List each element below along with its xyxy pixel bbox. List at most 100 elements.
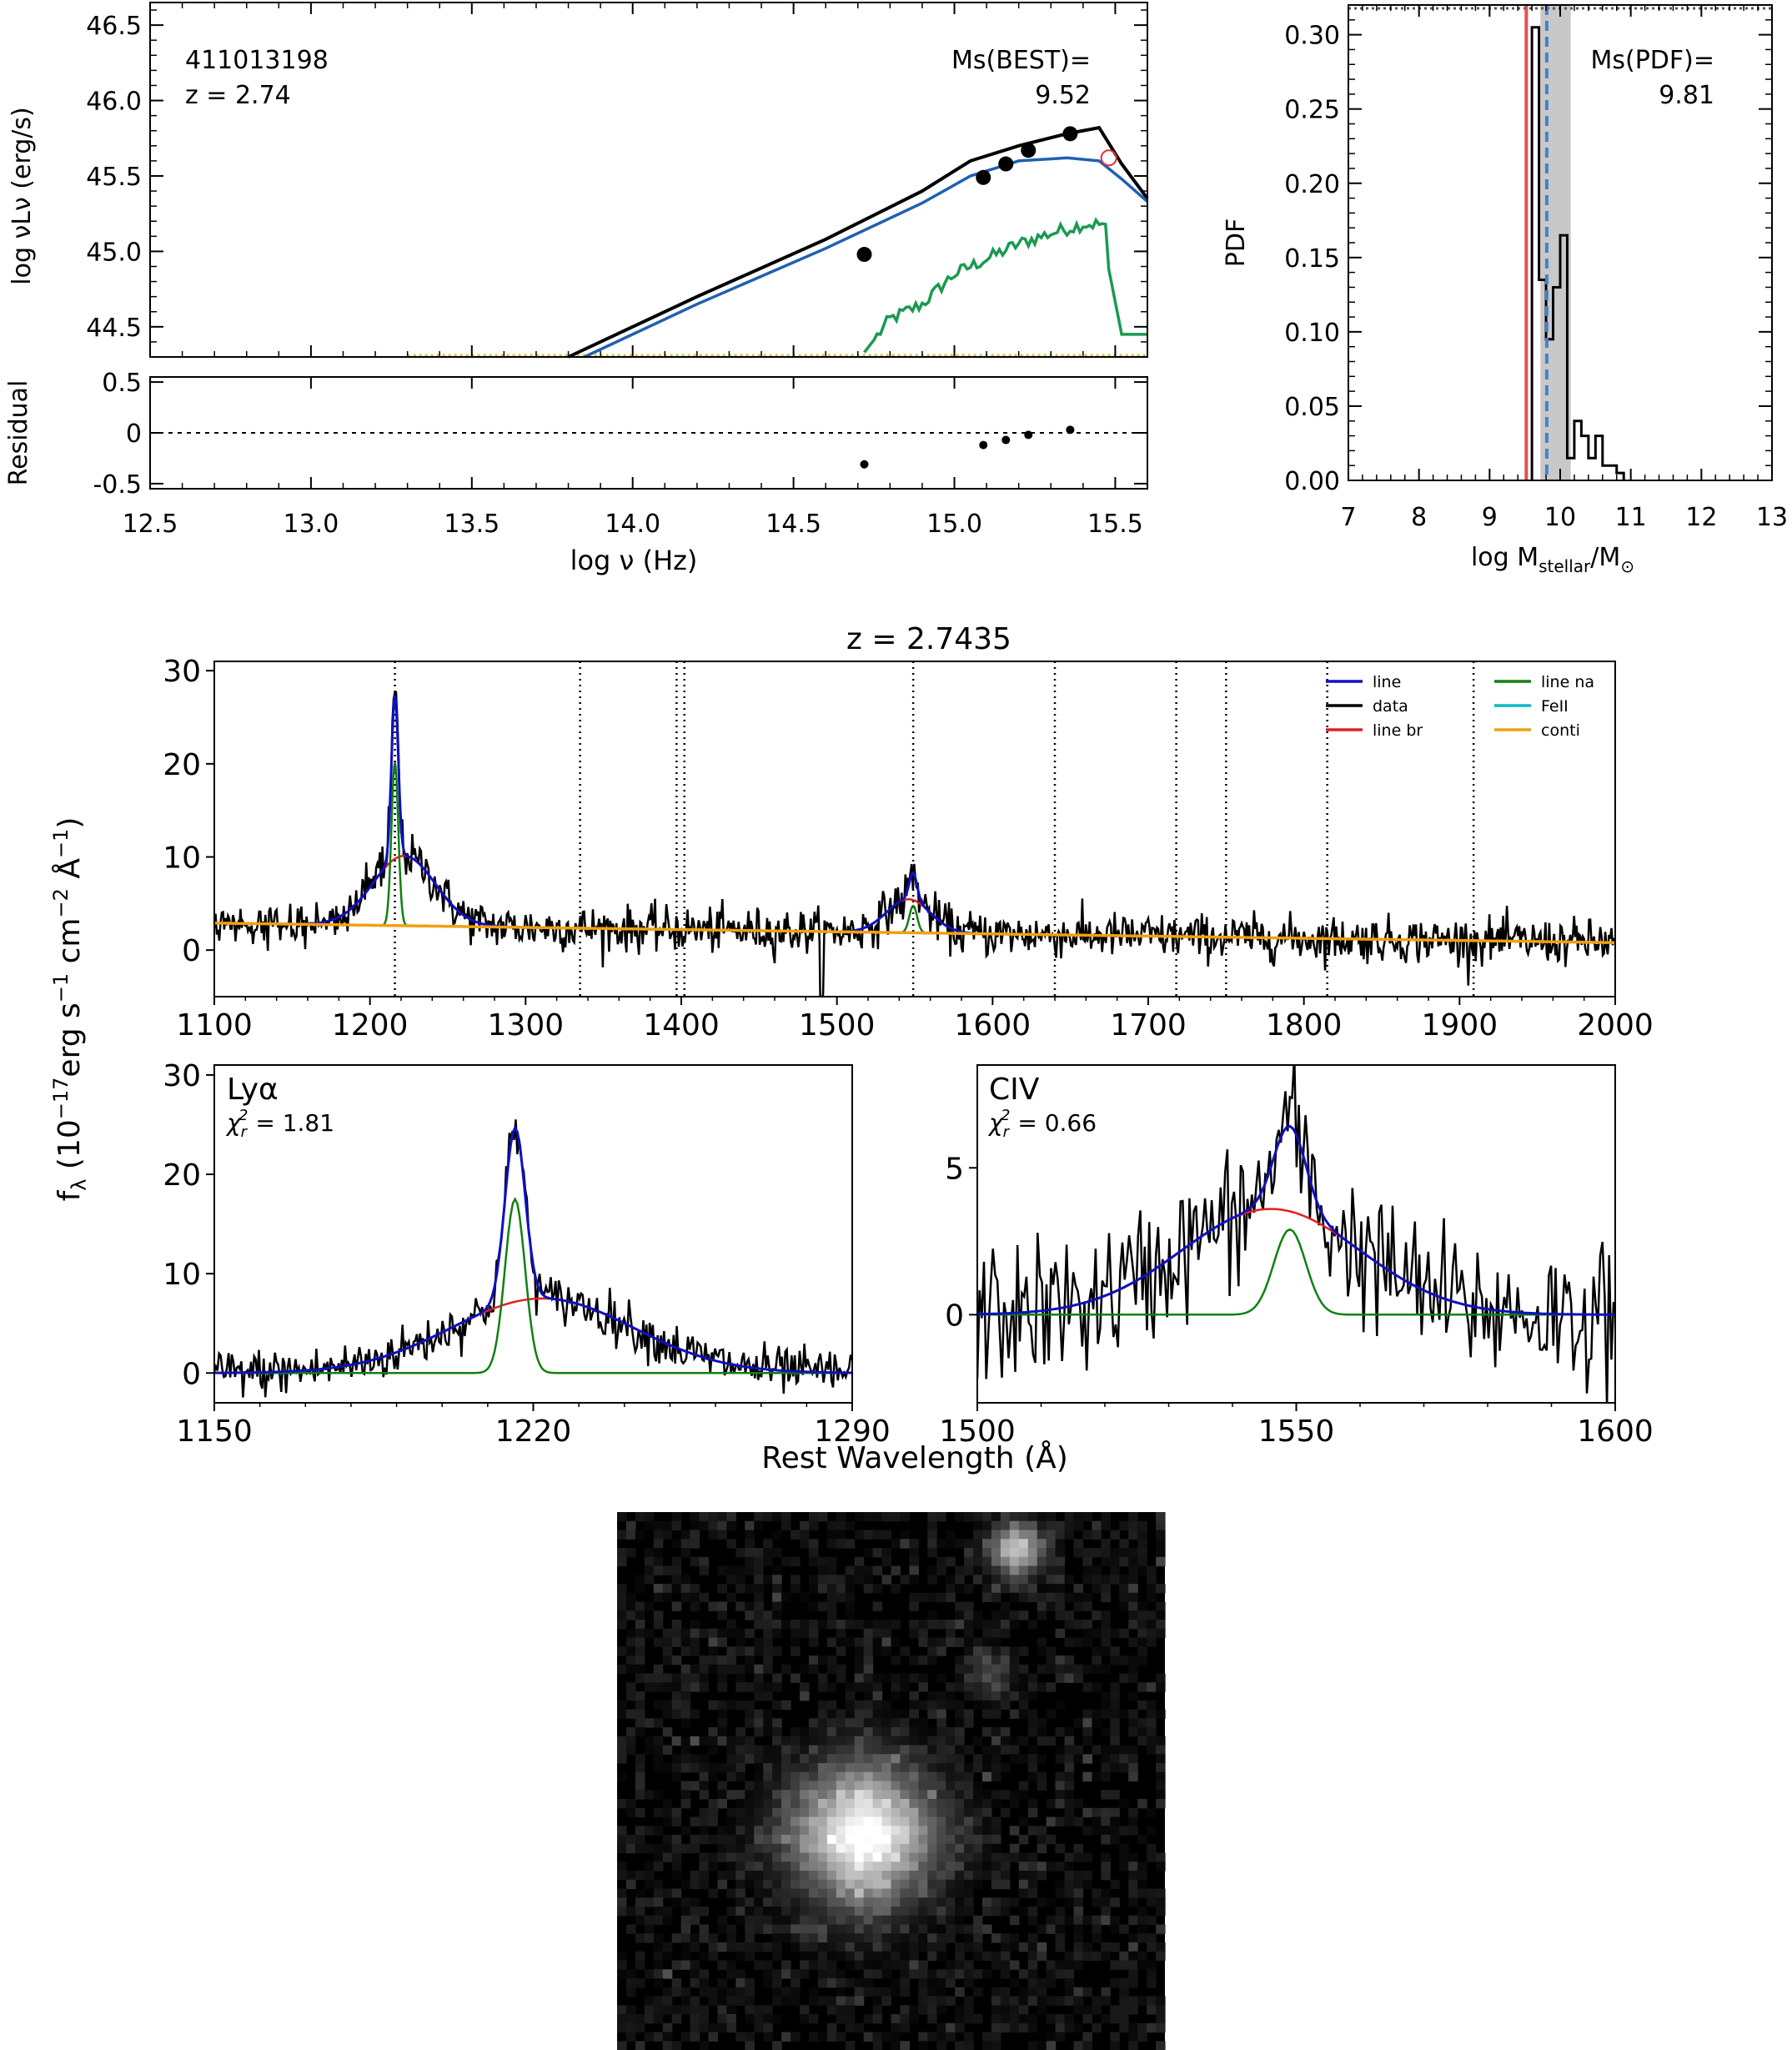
cutout-pixel (1037, 1592, 1047, 1603)
sed-ytick-label: 44.5 (86, 314, 142, 343)
cutout-pixel (800, 1951, 810, 1962)
cutout-pixel (1156, 2014, 1166, 2024)
cutout-pixel (946, 1754, 956, 1764)
cutout-pixel (872, 1763, 883, 1773)
cutout-pixel (964, 1664, 974, 1675)
cutout-pixel (726, 1826, 736, 1836)
cutout-pixel (1037, 1978, 1047, 1988)
cutout-pixel (836, 1996, 846, 2006)
spectrum-ytick-label: 30 (163, 655, 201, 689)
cutout-pixel (991, 1656, 1001, 1666)
cutout-pixel (735, 1996, 745, 2006)
cutout-pixel (973, 1871, 983, 1881)
cutout-pixel (1128, 1871, 1138, 1881)
cutout-pixel (881, 1512, 892, 1522)
cutout-pixel (817, 1745, 828, 1755)
cutout-pixel (1037, 1575, 1047, 1585)
cutout-pixel (772, 2014, 782, 2024)
cutout-pixel (946, 1745, 956, 1755)
cutout-pixel (845, 1843, 856, 1854)
cutout-pixel (973, 1843, 983, 1854)
cutout-pixel (936, 1924, 946, 1934)
cutout-pixel (617, 1835, 627, 1845)
cutout-pixel (845, 1592, 856, 1603)
cutout-pixel (1092, 1745, 1102, 1755)
cutout-pixel (1037, 1736, 1047, 1746)
cutout-pixel (1137, 1601, 1147, 1611)
cutout-pixel (991, 1907, 1001, 1917)
cutout-pixel (982, 2041, 992, 2050)
cutout-pixel (863, 1835, 874, 1845)
cutout-pixel (717, 1628, 727, 1639)
cutout-pixel (1128, 1530, 1138, 1540)
cutout-pixel (791, 1987, 801, 1997)
cutout-pixel (991, 2014, 1001, 2024)
pdf-content (1348, 5, 1772, 480)
cutout-pixel (808, 1987, 819, 1997)
cutout-pixel (671, 1691, 682, 1701)
cutout-pixel (644, 2005, 655, 2015)
cutout-pixel (690, 1897, 700, 1907)
cutout-pixel (708, 1996, 719, 2006)
cutout-pixel (1110, 1763, 1120, 1773)
cutout-pixel (872, 1628, 883, 1639)
cutout-pixel (635, 1871, 645, 1881)
cutout-pixel (946, 1933, 956, 1943)
cutout-pixel (735, 1727, 745, 1737)
cutout-pixel (955, 1601, 965, 1611)
cutout-pixel (1101, 1664, 1111, 1675)
cutout-pixel (699, 1951, 710, 1962)
cutout-pixel (635, 1646, 645, 1656)
cutout-pixel (1110, 1826, 1120, 1836)
cutout-pixel (726, 1933, 736, 1943)
cutout-pixel (854, 1790, 865, 1800)
cutout-pixel (1018, 1871, 1029, 1881)
cutout-pixel (808, 1897, 819, 1907)
cutout-pixel (1092, 1807, 1102, 1818)
cutout-pixel (946, 1897, 956, 1907)
cutout-pixel (745, 2032, 755, 2042)
cutout-pixel (717, 1565, 727, 1575)
cutout-pixel (1137, 1727, 1147, 1737)
cutout-pixel (717, 1790, 727, 1800)
cutout-pixel (863, 1628, 874, 1639)
cutout-pixel (881, 1700, 892, 1711)
cutout-pixel (1110, 1924, 1120, 1934)
cutout-pixel (1027, 1799, 1038, 1809)
spectrum-xtick-label: 1900 (1422, 1008, 1498, 1043)
cutout-pixel (982, 1512, 992, 1522)
cutout-pixel (1137, 1915, 1147, 1926)
cutout-pixel (763, 1888, 773, 1898)
cutout-pixel (1073, 2022, 1084, 2033)
cutout-pixel (726, 1924, 736, 1934)
cutout-pixel (1110, 2032, 1120, 2042)
cutout-pixel (644, 1628, 655, 1639)
cutout-pixel (772, 1826, 782, 1836)
cutout-pixel (936, 1763, 946, 1773)
cutout-pixel (927, 1771, 937, 1782)
cutout-pixel (800, 1915, 810, 1926)
cutout-pixel (754, 1816, 764, 1826)
cutout-pixel (1128, 1771, 1138, 1782)
cutout-pixel (653, 1620, 664, 1630)
cutout-pixel (763, 1745, 773, 1755)
cutout-pixel (854, 1745, 865, 1755)
cutout-pixel (854, 1907, 865, 1917)
cutout-pixel (763, 1816, 773, 1826)
cutout-pixel (826, 1888, 837, 1898)
cutout-pixel (781, 1888, 791, 1898)
cutout-pixel (763, 1915, 773, 1926)
cutout-pixel (708, 1601, 719, 1611)
cutout-pixel (644, 1745, 655, 1755)
cutout-pixel (1137, 2032, 1147, 2042)
pdf-xlabel-sub: stellar (1539, 556, 1591, 576)
cutout-pixel (754, 1565, 764, 1575)
cutout-pixel (635, 1960, 645, 1970)
civ-chi-value: = 0.66 (1010, 1109, 1097, 1137)
cutout-pixel (1000, 1682, 1011, 1692)
cutout-pixel (690, 1871, 700, 1881)
cutout-pixel (699, 1790, 710, 1800)
cutout-pixel (863, 2032, 874, 2042)
cutout-pixel (708, 1951, 719, 1962)
cutout-pixel (708, 1656, 719, 1666)
